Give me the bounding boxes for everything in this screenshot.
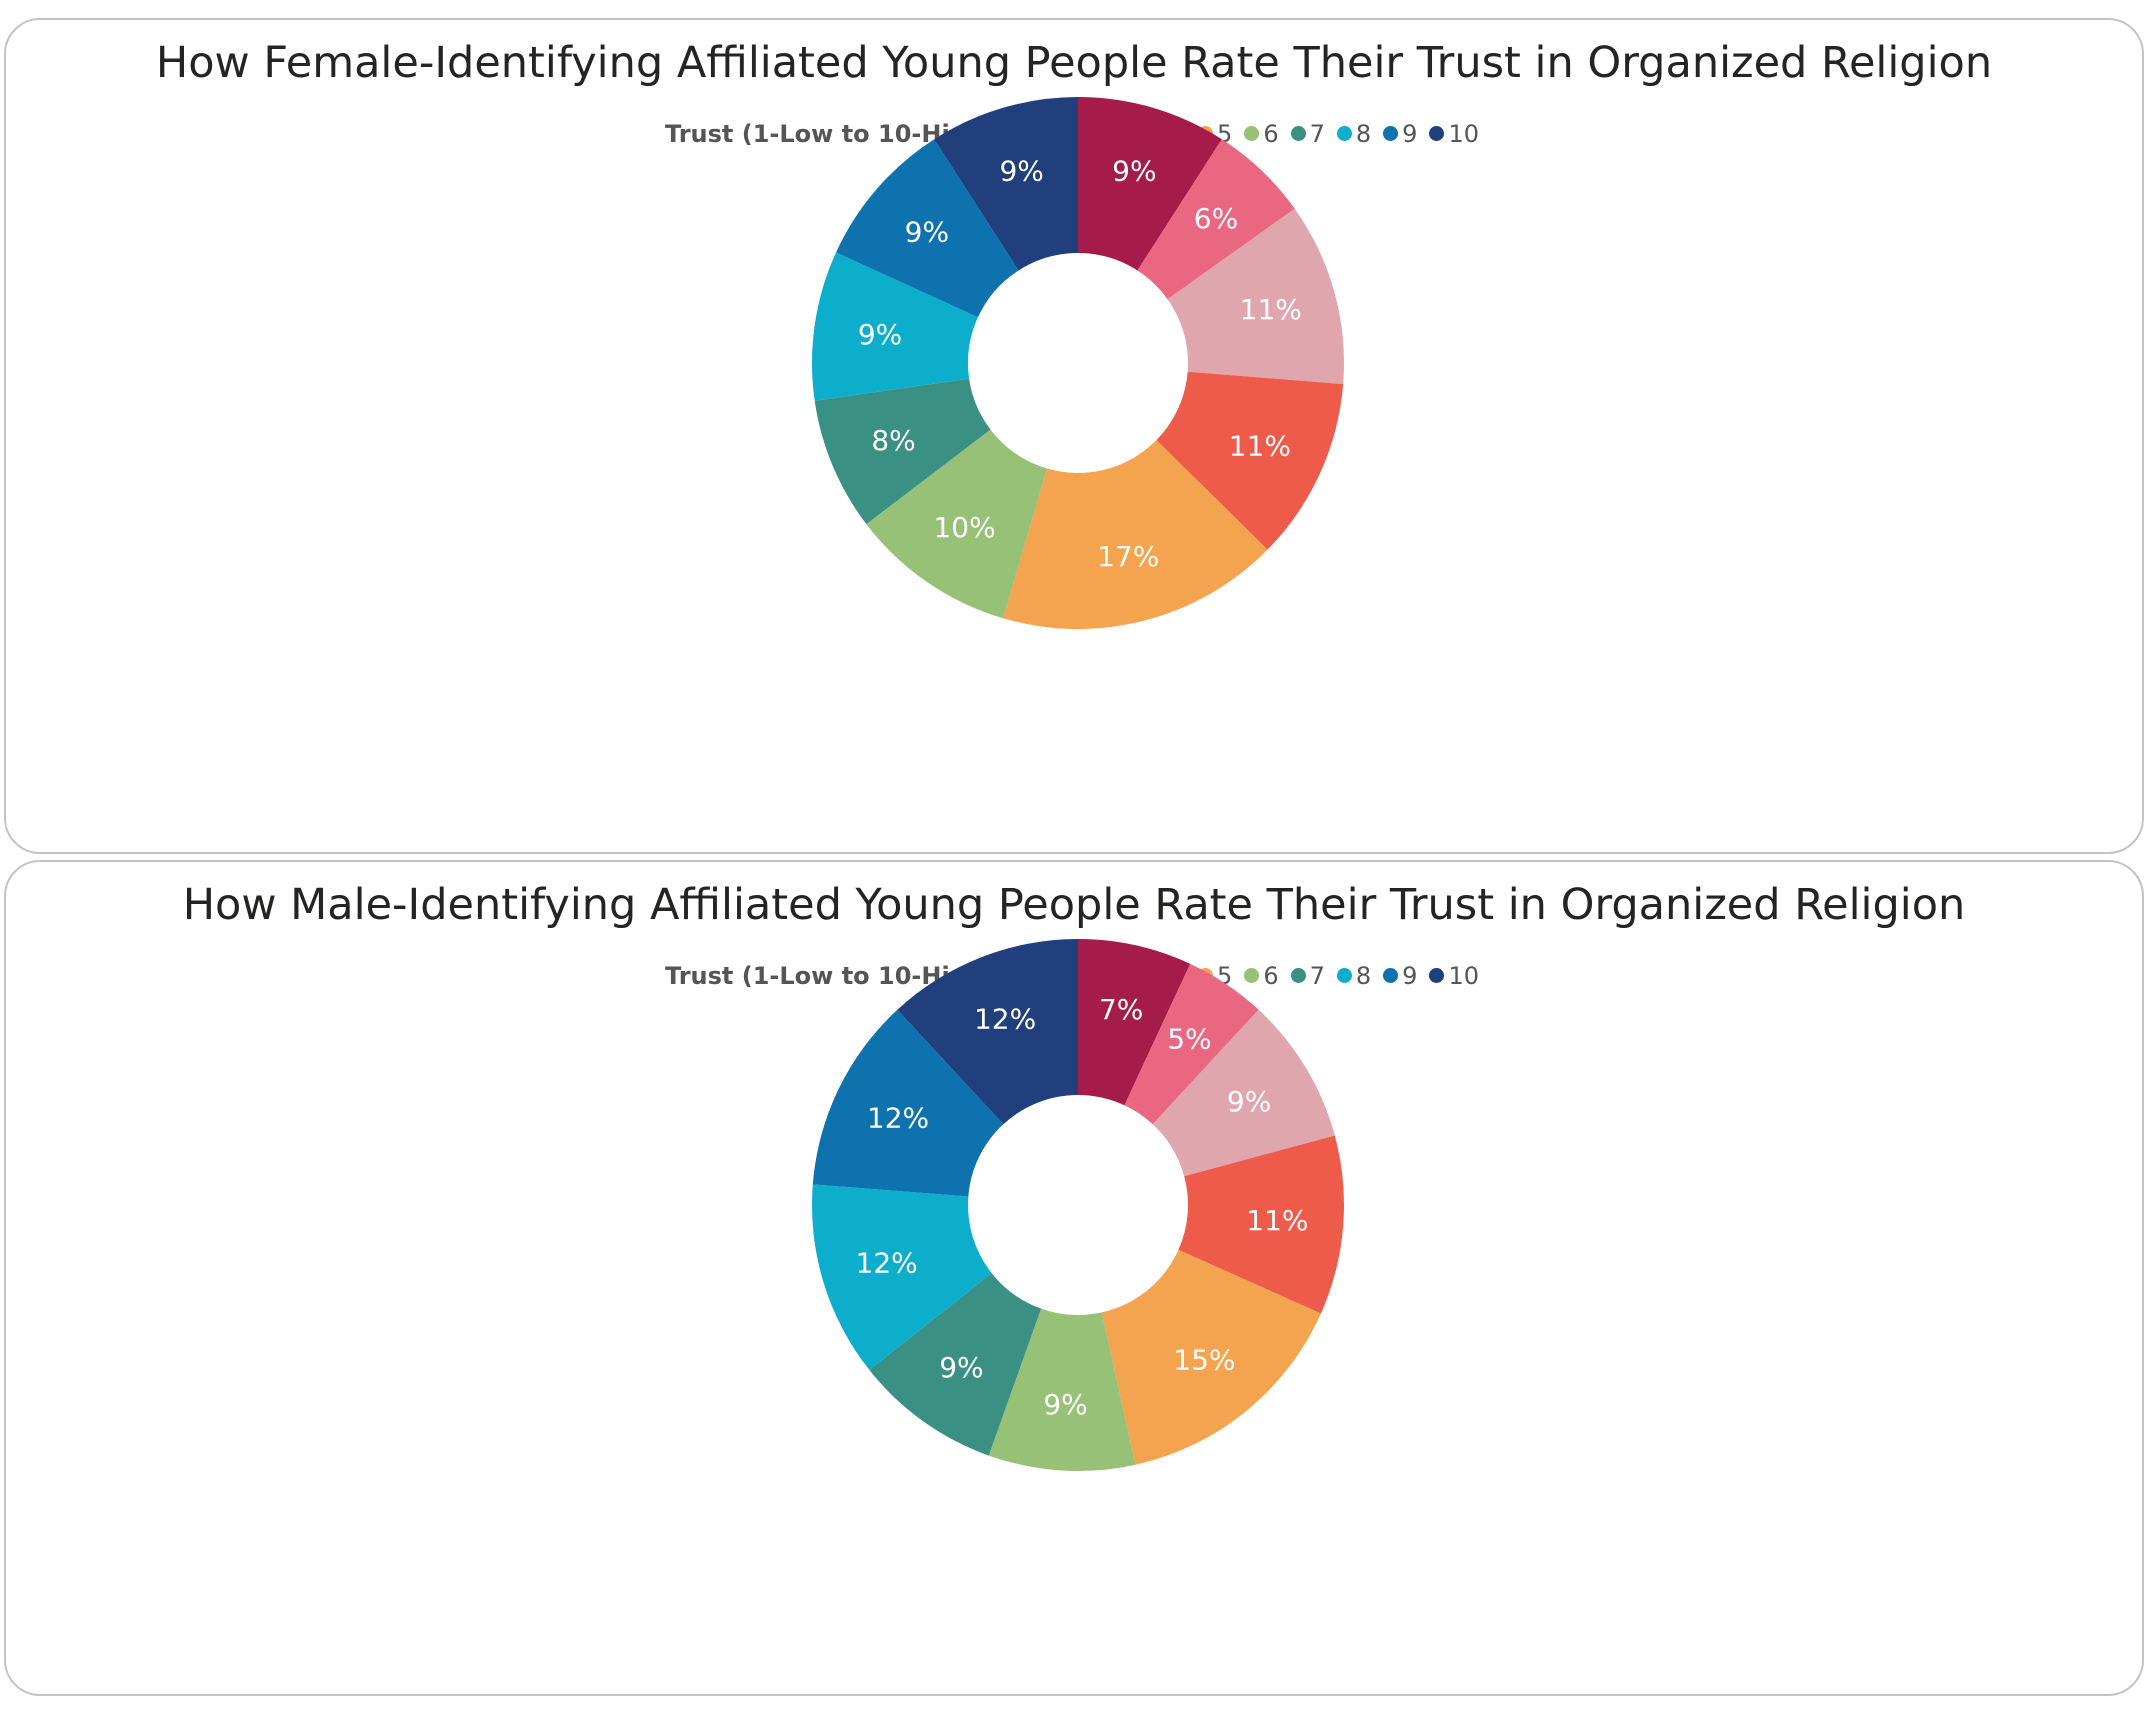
data-label-7: 9%: [939, 1351, 983, 1384]
data-label-5: 15%: [1173, 1343, 1235, 1376]
data-label-6: 10%: [933, 511, 995, 544]
legend-item-9: 9: [1375, 120, 1417, 148]
legend-swatch: [1336, 125, 1352, 141]
chart-panel-male: How Male-Identifying Affiliated Young Pe…: [4, 860, 2144, 1696]
legend-swatch: [1290, 125, 1306, 141]
donut-slice-7: [814, 378, 991, 525]
donut-slice-10: [897, 939, 1078, 1125]
legend-swatch: [1383, 125, 1399, 141]
data-label-1: 9%: [1112, 155, 1156, 188]
legend-label: 10: [1448, 120, 1479, 148]
donut-chart: 7% 5% 9% 11% 15% 9% 9% 12% 12% 12%: [812, 939, 1344, 1471]
donut-slice-10: [934, 97, 1078, 271]
donut-slice-6: [988, 1308, 1136, 1471]
data-label-2: 6%: [1194, 202, 1238, 235]
donut-slice-2: [1124, 963, 1259, 1125]
donut-slice-8: [812, 1184, 992, 1370]
legend-swatch: [1429, 125, 1445, 141]
donut-slice-1: [1078, 939, 1191, 1106]
legend-item-7: 7: [1283, 962, 1325, 990]
legend-swatch: [1336, 967, 1352, 983]
legend-label: 6: [1263, 962, 1279, 990]
donut-slice-5: [1003, 440, 1268, 629]
legend-item-9: 9: [1375, 962, 1417, 990]
data-label-7: 8%: [871, 424, 915, 457]
legend-swatch: [1429, 967, 1445, 983]
donut-slice-4: [1178, 1135, 1344, 1314]
donut-slice-3: [1152, 1009, 1335, 1177]
legend-swatch: [1244, 125, 1260, 141]
data-label-8: 9%: [858, 318, 902, 351]
legend-item-10: 10: [1421, 962, 1479, 990]
legend-label: 7: [1309, 120, 1325, 148]
donut-slice-7: [869, 1273, 1042, 1456]
legend-item-7: 7: [1283, 120, 1325, 148]
legend-label: 9: [1402, 962, 1418, 990]
donut-slice-9: [812, 1009, 1004, 1197]
chart-title: How Female-Identifying Affiliated Young …: [155, 38, 1993, 88]
data-label-4: 11%: [1229, 430, 1291, 463]
legend-item-10: 10: [1421, 120, 1479, 148]
chart-title: How Male-Identifying Affiliated Young Pe…: [182, 880, 1966, 930]
donut-slice-8: [812, 252, 978, 401]
legend-label: 8: [1355, 962, 1372, 990]
legend-item-8: 8: [1329, 962, 1371, 990]
legend-label: 10: [1448, 962, 1479, 990]
data-label-1: 7%: [1099, 993, 1143, 1026]
data-label-5: 17%: [1097, 540, 1159, 573]
data-label-3: 9%: [1227, 1085, 1271, 1118]
donut-slice-2: [1137, 139, 1295, 300]
donut-slice-4: [1156, 371, 1344, 550]
donut-slice-3: [1167, 208, 1344, 385]
legend-item-6: 6: [1236, 120, 1279, 148]
data-label-10: 9%: [999, 155, 1043, 188]
data-label-9: 12%: [867, 1101, 929, 1134]
legend-item-6: 6: [1236, 962, 1279, 990]
legend-label: 8: [1355, 120, 1372, 148]
legend-label: 9: [1402, 120, 1418, 148]
donut-chart: 9% 6% 11% 11% 17% 10% 8% 9% 9% 9%: [812, 97, 1344, 629]
data-label-9: 9%: [905, 216, 949, 249]
donut-slice-6: [866, 429, 1048, 619]
legend-item-8: 8: [1329, 120, 1371, 148]
data-label-6: 9%: [1043, 1388, 1087, 1421]
legend-label: 7: [1309, 962, 1325, 990]
data-label-10: 12%: [974, 1002, 1036, 1035]
data-label-2: 5%: [1167, 1022, 1211, 1055]
legend-label: 6: [1263, 120, 1279, 148]
legend-swatch: [1383, 967, 1399, 983]
legend-swatch: [1290, 967, 1306, 983]
legend-swatch: [1244, 967, 1260, 983]
chart-panel-female: How Female-Identifying Affiliated Young …: [4, 18, 2144, 854]
donut-slice-5: [1101, 1249, 1321, 1465]
data-label-4: 11%: [1246, 1204, 1308, 1237]
donut-slice-1: [1078, 97, 1222, 271]
data-label-3: 11%: [1240, 293, 1302, 326]
data-label-8: 12%: [856, 1247, 918, 1280]
donut-slice-9: [836, 139, 1019, 318]
